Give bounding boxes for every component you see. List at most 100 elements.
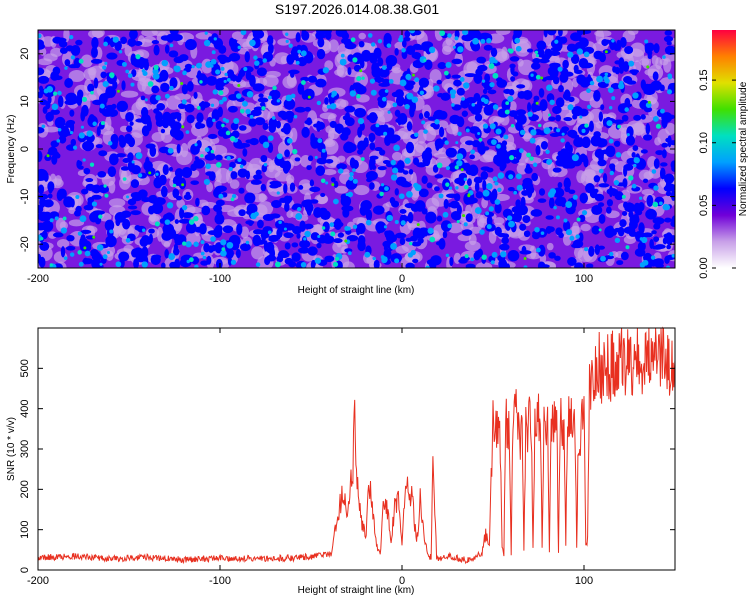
spectrogram-cell [465,97,477,104]
spectrogram-cell [436,162,443,169]
spectrogram-cell [469,154,476,160]
spectrogram-cell [395,245,409,254]
spectrogram-cell [230,135,236,142]
spectrogram-cell [548,116,556,122]
spectrogram-cell [452,45,456,49]
spectrogram-cell [346,181,354,186]
spectrogram-cell [535,74,541,80]
spectrogram-cell [606,206,612,214]
spectrogram-cell [110,133,119,144]
spectrogram-cell [623,165,628,177]
spectrogram-cell [357,140,367,152]
spectrogram-cell [598,228,602,232]
spectrogram-cell [106,250,111,255]
spectrogram-cell [320,178,326,184]
spectrogram-cell [333,180,339,188]
spectrogram-cell [428,46,436,54]
spectrogram-cell [549,99,555,106]
spectrogram-cell [629,42,646,57]
spectrogram-cell [599,52,607,63]
spectrogram-cell [564,186,571,193]
spectrogram-cell [365,209,373,221]
spectrogram-cell [258,93,264,98]
spectrogram-cell [620,37,627,48]
spectrogram-cell [231,193,237,199]
spectrogram-cell [285,32,289,36]
spectrogram-cell [437,62,447,70]
spectrogram-cell [297,83,305,95]
spectrogram-cell [663,35,674,43]
spectrogram-cell [390,174,398,181]
spectrogram-cell [500,251,507,258]
spectrogram-cell [90,46,98,59]
spectrogram-cell [584,123,589,128]
spectrogram-cell [196,140,202,149]
spectrogram-cell [497,187,502,193]
spectrogram-cell [160,35,172,41]
spectrogram-cell [453,79,462,87]
spectrogram-cell [218,90,224,96]
spectrogram-cell [205,171,214,176]
spectrogram-cell [342,208,350,218]
spectrogram-cell [408,168,414,175]
spectrogram-cell [638,222,645,235]
spectrogram-cell [182,204,188,211]
spectrogram-cell [555,114,562,122]
spectrogram-cell [479,154,494,163]
spectrogram-cell [654,137,662,146]
spectrogram-cell [165,212,173,218]
spectrogram-cell [416,223,420,227]
snr-x-tick-label: 100 [575,575,593,587]
spectrogram-cell [99,262,103,266]
spectrogram-cell [78,58,84,64]
spectrogram-cell [395,95,405,107]
snr-y-tick-label: 100 [19,520,31,538]
spectrogram-cell [578,232,584,243]
spectrogram-cell [181,99,187,105]
spectrogram-cell [436,215,443,222]
spectrogram-cell [495,77,503,82]
spectrogram-cell [131,160,135,164]
spectrogram-cell [626,133,630,137]
spectrogram-cell [503,134,509,140]
spectrogram-cell [296,233,301,239]
spectrogram-cell [203,178,210,185]
spectrogram-cell [440,220,452,232]
spectrogram-cell [397,114,402,126]
spectrogram-cell [370,42,376,47]
spectrogram-cell [425,265,430,268]
spectrogram-cell [624,107,630,112]
spectrogram-cell [353,185,370,196]
spectrogram-cell [378,67,390,78]
spectrogram-cell [301,126,310,138]
spectrogram-cell [116,89,120,93]
spectrogram-cell [515,199,521,208]
spectrogram-cell [482,88,488,95]
spectrogram-cell [215,120,223,130]
spectrogram-cell [199,80,203,84]
spectrogram-cell [359,59,365,69]
spectrogram-cell [567,257,577,266]
spectrogram-cell [193,91,198,99]
spectrogram-cell [454,165,459,170]
spectrogram-cell [186,259,190,264]
spectrogram-cell [434,174,444,179]
spectrogram-cell [303,199,314,205]
spectrogram-cell [296,207,302,212]
spectrogram-cell [602,173,608,183]
spectrogram-cell [516,84,526,89]
spectrogram-cell [444,140,449,145]
spectrogram-cell [591,225,601,235]
spectrogram-cell [109,229,114,234]
spectrogram-cell [114,40,122,51]
spectrogram-cell [351,168,356,172]
spectrogram-cell [283,183,288,194]
spectrogram-cell [161,59,169,67]
spectrogram-cell [481,79,486,83]
spectrogram-x-tick-label: 100 [575,273,593,285]
spectrogram-cell [307,75,318,83]
spectrogram-cell [215,258,223,268]
spectrogram-cell [481,254,487,260]
spectrogram-cell [573,246,584,259]
spectrogram-cell [633,163,637,168]
